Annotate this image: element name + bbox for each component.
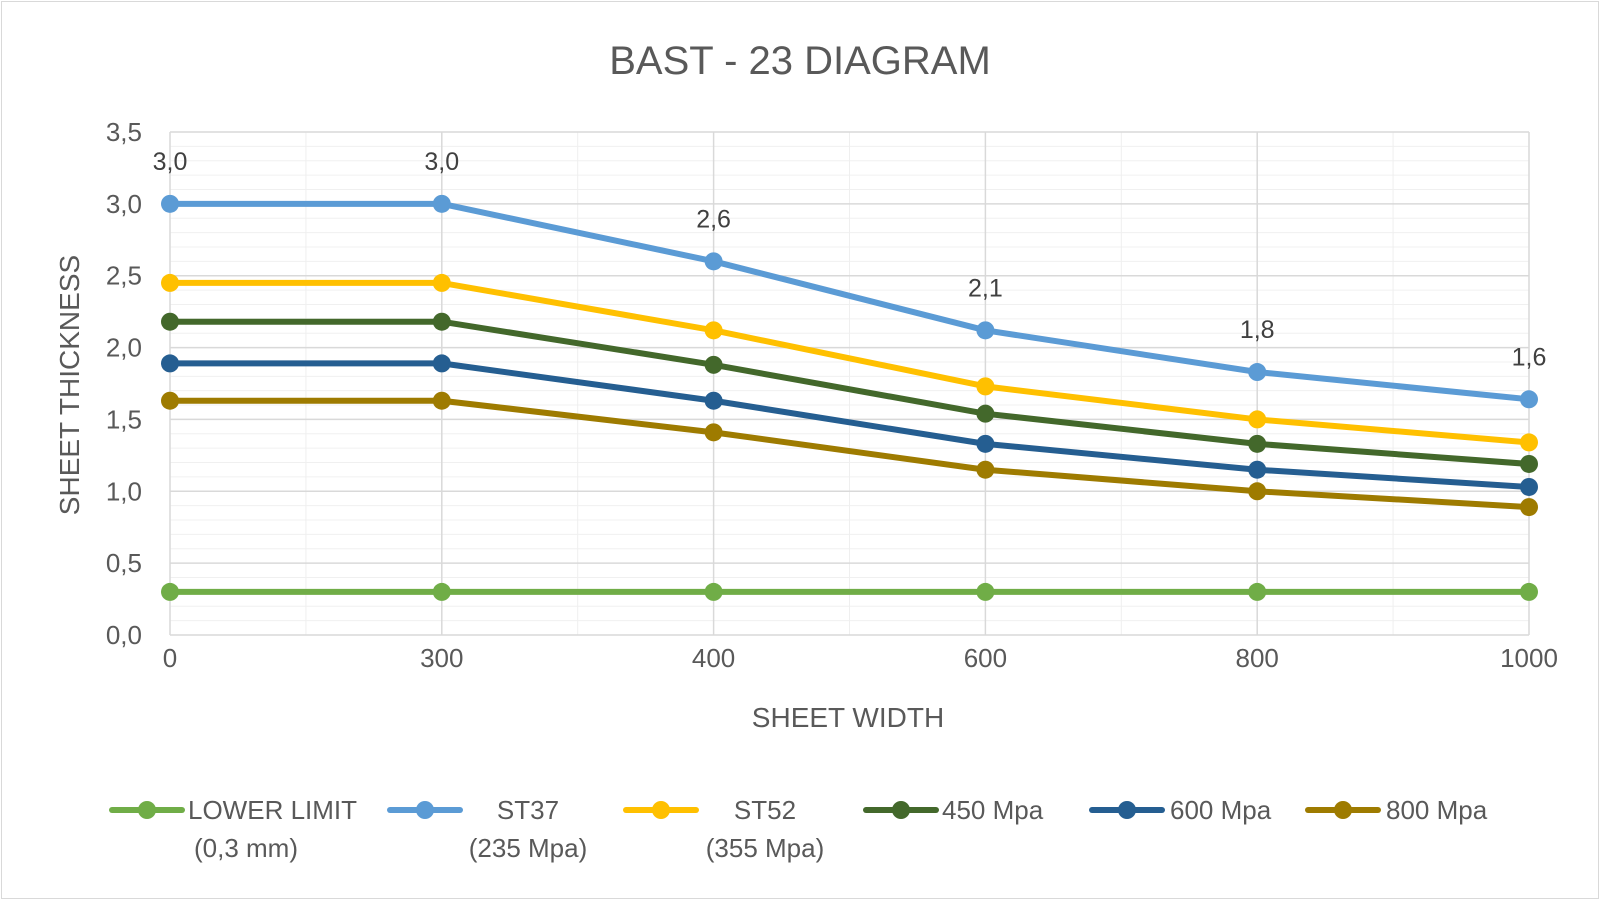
legend: LOWER LIMIT (0,3 mm) ST37 (235 Mpa) ST52 (355… xyxy=(109,795,1488,863)
series-3 xyxy=(161,273,1538,452)
legend-label: (0,3 mm) xyxy=(194,833,298,863)
legend-item-2: ST37 (235 Mpa) xyxy=(387,795,588,863)
legend-marker xyxy=(1334,801,1352,819)
legend-label: ST37 xyxy=(497,795,559,825)
x-tick-label: 0 xyxy=(163,643,177,673)
data-point xyxy=(1520,454,1538,473)
data-point xyxy=(1248,582,1267,601)
series-line xyxy=(167,318,1532,467)
data-point xyxy=(976,404,995,423)
data-point xyxy=(432,194,451,213)
series-line xyxy=(167,360,1532,490)
y-tick-label: 3,0 xyxy=(106,189,142,219)
data-point xyxy=(704,355,723,374)
data-label: 2,6 xyxy=(696,205,731,233)
data-point xyxy=(1248,410,1267,429)
y-tick-label: 1,0 xyxy=(106,476,142,506)
data-point xyxy=(161,354,179,373)
series-6 xyxy=(161,391,1538,517)
y-tick-label: 0,5 xyxy=(106,548,142,578)
x-axis-ticks: 0 300 400 600 800 1000 xyxy=(163,643,1558,673)
data-labels: 3,0 3,0 2,6 2,1 1,8 1,6 xyxy=(153,148,1547,371)
data-point xyxy=(976,321,995,340)
y-tick-label: 2,5 xyxy=(106,261,142,291)
series-line xyxy=(167,279,1532,446)
data-point xyxy=(161,391,179,410)
legend-marker xyxy=(892,801,910,819)
data-point xyxy=(432,312,451,331)
legend-label: ST52 xyxy=(734,795,796,825)
legend-marker xyxy=(138,801,156,819)
data-point xyxy=(1248,434,1267,453)
series-1 xyxy=(161,582,1538,603)
data-point xyxy=(432,273,451,292)
data-point xyxy=(1520,390,1538,409)
data-point xyxy=(432,582,451,601)
legend-item-3: ST52 (355 Mpa) xyxy=(623,795,825,863)
series-5 xyxy=(161,354,1538,496)
legend-marker xyxy=(416,801,434,819)
data-point xyxy=(161,312,179,331)
x-tick-label: 600 xyxy=(964,643,1007,673)
data-point xyxy=(1520,498,1538,517)
y-tick-label: 0,0 xyxy=(106,620,142,650)
data-point xyxy=(161,194,179,213)
y-tick-label: 1,5 xyxy=(106,404,142,434)
chart-title: BAST - 23 DIAGRAM xyxy=(609,39,991,83)
x-tick-label: 300 xyxy=(420,643,463,673)
legend-label: (235 Mpa) xyxy=(469,833,588,863)
data-point xyxy=(1520,582,1538,601)
legend-marker xyxy=(1118,801,1136,819)
data-point xyxy=(704,252,723,271)
data-label: 1,8 xyxy=(1240,316,1275,344)
data-point xyxy=(976,377,995,396)
data-point xyxy=(161,273,179,292)
data-point xyxy=(976,582,995,601)
series-2 xyxy=(161,194,1538,409)
data-point xyxy=(432,354,451,373)
legend-item-1: LOWER LIMIT (0,3 mm) xyxy=(109,795,357,863)
data-point xyxy=(704,391,723,410)
legend-label: (355 Mpa) xyxy=(706,833,825,863)
legend-item-4: 450 Mpa xyxy=(863,795,1044,825)
y-tick-label: 2,0 xyxy=(106,333,142,363)
grid xyxy=(169,131,1530,636)
data-point xyxy=(704,321,723,340)
y-axis-label: SHEET THICKNESS xyxy=(54,255,85,515)
data-point xyxy=(976,460,995,479)
x-axis-label: SHEET WIDTH xyxy=(752,702,944,733)
data-point xyxy=(704,423,723,442)
x-tick-label: 400 xyxy=(692,643,735,673)
data-point xyxy=(1248,363,1267,382)
data-point xyxy=(161,582,179,601)
legend-marker xyxy=(652,801,670,819)
series-4 xyxy=(161,312,1538,473)
x-tick-label: 800 xyxy=(1236,643,1279,673)
legend-label: 800 Mpa xyxy=(1386,795,1488,825)
data-point xyxy=(1520,433,1538,452)
y-axis-ticks: 0,0 0,5 1,0 1,5 2,0 2,5 3,0 3,5 xyxy=(106,117,142,650)
data-label: 2,1 xyxy=(968,274,1003,302)
data-point xyxy=(1248,482,1267,501)
series-line xyxy=(167,200,1532,403)
y-tick-label: 3,5 xyxy=(106,117,142,147)
data-point xyxy=(1520,477,1538,496)
legend-label: 600 Mpa xyxy=(1170,795,1272,825)
series-group xyxy=(161,194,1538,603)
data-point xyxy=(432,391,451,410)
series-line xyxy=(167,397,1532,511)
x-tick-label: 1000 xyxy=(1500,643,1558,673)
legend-item-6: 800 Mpa xyxy=(1305,795,1488,825)
data-label: 1,6 xyxy=(1512,343,1547,371)
legend-label: 450 Mpa xyxy=(942,795,1044,825)
data-label: 3,0 xyxy=(424,148,459,176)
legend-label: LOWER LIMIT xyxy=(188,795,357,825)
data-label: 3,0 xyxy=(153,148,188,176)
legend-item-5: 600 Mpa xyxy=(1089,795,1272,825)
data-point xyxy=(976,434,995,453)
data-point xyxy=(1248,460,1267,479)
data-point xyxy=(704,582,723,601)
